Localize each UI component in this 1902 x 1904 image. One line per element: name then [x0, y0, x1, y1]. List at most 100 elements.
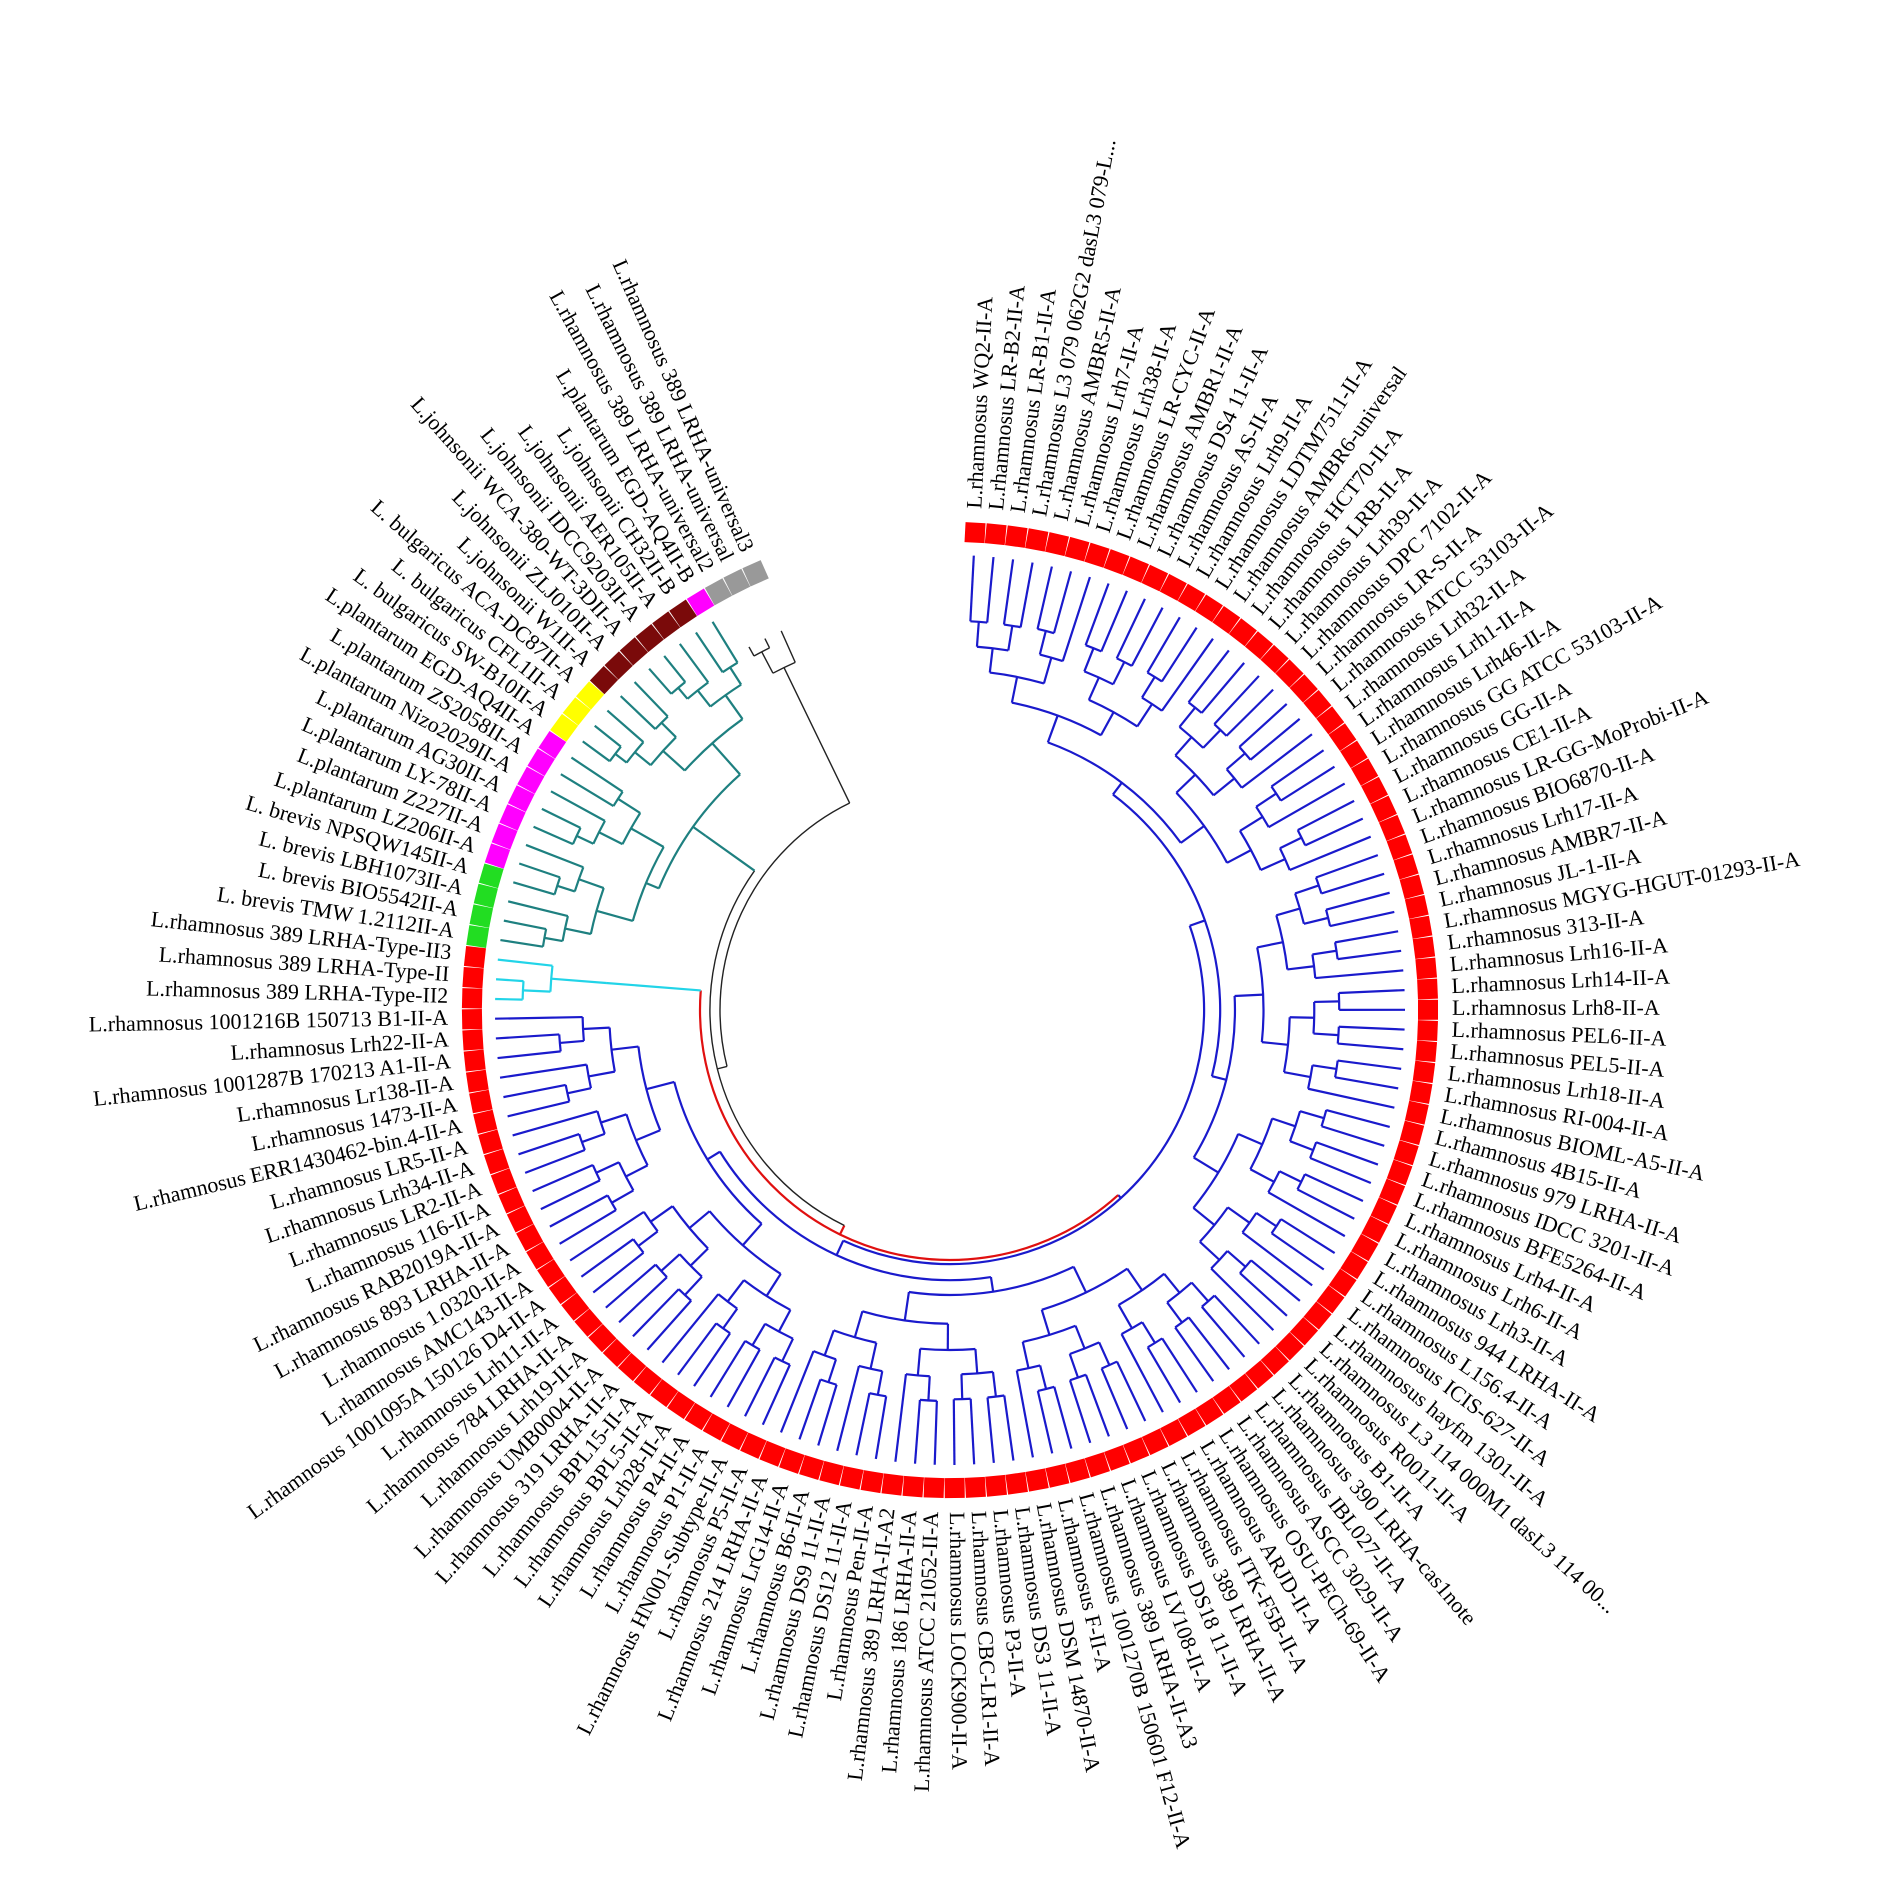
branch-arc: [862, 1310, 948, 1325]
tip-color-box: [506, 1205, 534, 1233]
tip-color-box: [1316, 706, 1345, 735]
branch-line: [974, 1348, 979, 1374]
branch-arc: [842, 925, 1206, 1266]
tip-color-box: [463, 946, 486, 969]
branch-line: [751, 1323, 767, 1346]
branch-line: [706, 1150, 721, 1161]
branch-line: [633, 681, 669, 718]
branch-arc: [1069, 1341, 1100, 1356]
branch-line: [1267, 1191, 1346, 1238]
branch-arc: [637, 1046, 662, 1131]
tip-color-box: [1141, 1428, 1169, 1456]
branch-line: [729, 666, 743, 686]
branch-line: [1329, 910, 1395, 928]
branch-line: [903, 1291, 910, 1321]
tip-color-box: [490, 1168, 517, 1195]
branch-line: [1338, 1025, 1405, 1031]
tip-color-box: [462, 1029, 484, 1051]
branch-line: [1178, 706, 1197, 728]
branch-line: [1271, 1232, 1325, 1271]
tip-color-box: [652, 611, 681, 640]
branch-line: [614, 752, 628, 764]
branch-arc: [919, 1398, 937, 1402]
branch-line: [592, 1251, 645, 1294]
branch-arc: [561, 915, 569, 942]
tip-color-box: [1289, 1317, 1319, 1346]
branch-line: [1053, 1386, 1073, 1449]
branch-line: [777, 1309, 792, 1333]
tip-color-box: [704, 578, 733, 606]
branch-line: [916, 1348, 922, 1376]
tip-color-box: [478, 1129, 503, 1155]
branch-line: [1193, 1156, 1219, 1174]
branch-line: [696, 689, 712, 708]
tip-color-box: [1393, 1140, 1419, 1166]
tip-color-box: [984, 523, 1007, 546]
branch-line: [1325, 1108, 1391, 1128]
branch-line: [646, 1299, 692, 1351]
branch-line: [853, 1310, 864, 1338]
tip-color-box: [1289, 674, 1318, 703]
branch-line: [663, 655, 687, 683]
tip-color-box: [484, 1148, 510, 1175]
branch-line: [1117, 1194, 1122, 1199]
branch-line: [741, 1223, 763, 1246]
branch-line: [677, 1322, 718, 1376]
branch-line: [717, 1065, 728, 1070]
tip-color-box: [1178, 1408, 1206, 1437]
branch-line: [1015, 1370, 1035, 1458]
branch-arc: [1022, 1324, 1076, 1343]
branch-arc: [654, 715, 669, 730]
branch-arc: [1239, 1259, 1252, 1274]
branch-line: [1160, 627, 1198, 683]
branch-line: [1312, 1064, 1337, 1071]
branch-line: [1315, 969, 1404, 980]
branch-line: [1084, 1374, 1110, 1437]
tip-color-box: [686, 588, 715, 616]
tip-color-box: [1417, 978, 1438, 1000]
branch-line: [1297, 799, 1355, 832]
branch-line: [594, 724, 622, 748]
tip-color-box: [964, 522, 986, 544]
tip-color-box: [1159, 573, 1187, 601]
branch-line: [503, 1083, 566, 1099]
tip-color-box: [985, 1474, 1007, 1497]
branch-arc: [719, 802, 850, 1067]
tip-color-box: [923, 1477, 945, 1499]
branch-arc: [961, 1370, 994, 1376]
branch-line: [1239, 1272, 1288, 1317]
branch-arc: [553, 877, 562, 895]
branch-line: [1280, 765, 1336, 802]
tip-color-box: [1303, 1301, 1332, 1330]
branch-line: [497, 1050, 561, 1060]
branch-line: [500, 938, 544, 948]
branch-line: [1238, 703, 1288, 748]
tip-color-box: [1160, 1418, 1188, 1446]
branch-line: [818, 739, 851, 804]
tip-color-box: [561, 1292, 590, 1321]
branch-line: [1199, 1240, 1221, 1261]
branch-arc: [592, 820, 606, 845]
tip-color-box: [562, 697, 591, 726]
branch-line: [798, 1379, 822, 1440]
tip-color-box: [465, 1069, 489, 1093]
branch-line: [1271, 1117, 1296, 1128]
tip-color-box: [617, 1352, 647, 1382]
branch-arc: [715, 1322, 731, 1335]
tip-color-box: [1025, 528, 1049, 552]
tip-color-box: [1386, 834, 1413, 861]
branch-line: [764, 638, 771, 649]
tip-color-box: [740, 1432, 767, 1459]
branch-line: [765, 1273, 782, 1297]
tip-color-box: [1260, 1346, 1289, 1375]
branch-line: [549, 1194, 609, 1228]
tip-color-box: [1328, 1268, 1357, 1297]
tip-color-box: [1361, 1215, 1389, 1243]
branch-line: [1100, 590, 1128, 652]
branch-arc: [686, 681, 709, 700]
branch-line: [1083, 647, 1095, 672]
branch-line: [567, 1087, 592, 1095]
branch-arc: [1116, 657, 1133, 667]
branch-arc: [764, 1322, 794, 1340]
branch-line: [1117, 1304, 1133, 1329]
